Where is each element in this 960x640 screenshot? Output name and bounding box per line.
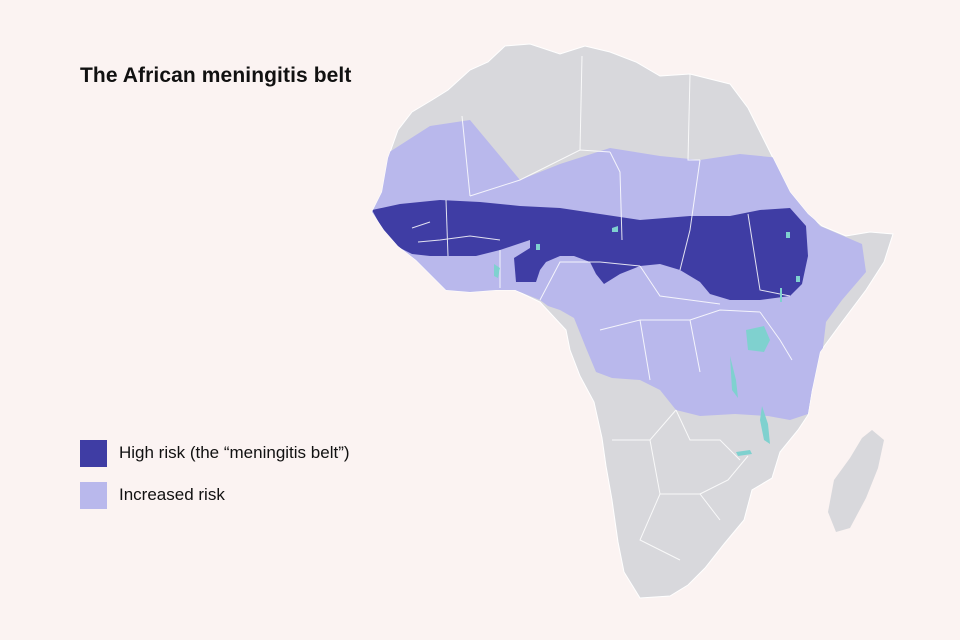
legend-item-increased-risk: Increased risk: [80, 478, 350, 512]
legend-label-high-risk: High risk (the “meningitis belt”): [119, 443, 350, 462]
legend-swatch-high-risk: [80, 439, 107, 467]
map-title: The African meningitis belt: [80, 64, 352, 87]
madagascar-island: [828, 430, 884, 532]
legend-label-increased-risk: Increased risk: [119, 485, 225, 504]
legend-swatch-increased-risk: [80, 481, 107, 509]
lakes: [494, 226, 800, 456]
map-legend: High risk (the “meningitis belt”) Increa…: [80, 436, 350, 520]
legend-item-high-risk: High risk (the “meningitis belt”): [80, 436, 350, 470]
high-risk-belt: [372, 200, 808, 300]
